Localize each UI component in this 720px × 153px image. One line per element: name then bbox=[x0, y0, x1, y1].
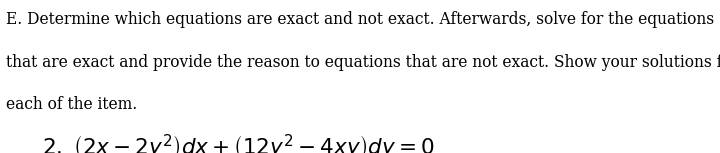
Text: E. Determine which equations are exact and not exact. Afterwards, solve for the : E. Determine which equations are exact a… bbox=[6, 11, 714, 28]
Text: that are exact and provide the reason to equations that are not exact. Show your: that are exact and provide the reason to… bbox=[6, 54, 720, 71]
Text: each of the item.: each of the item. bbox=[6, 96, 137, 113]
Text: $2.\ \left(2x-2y^2\right)dx+\left(12y^2-4xy\right)dy=0$: $2.\ \left(2x-2y^2\right)dx+\left(12y^2-… bbox=[42, 133, 434, 153]
